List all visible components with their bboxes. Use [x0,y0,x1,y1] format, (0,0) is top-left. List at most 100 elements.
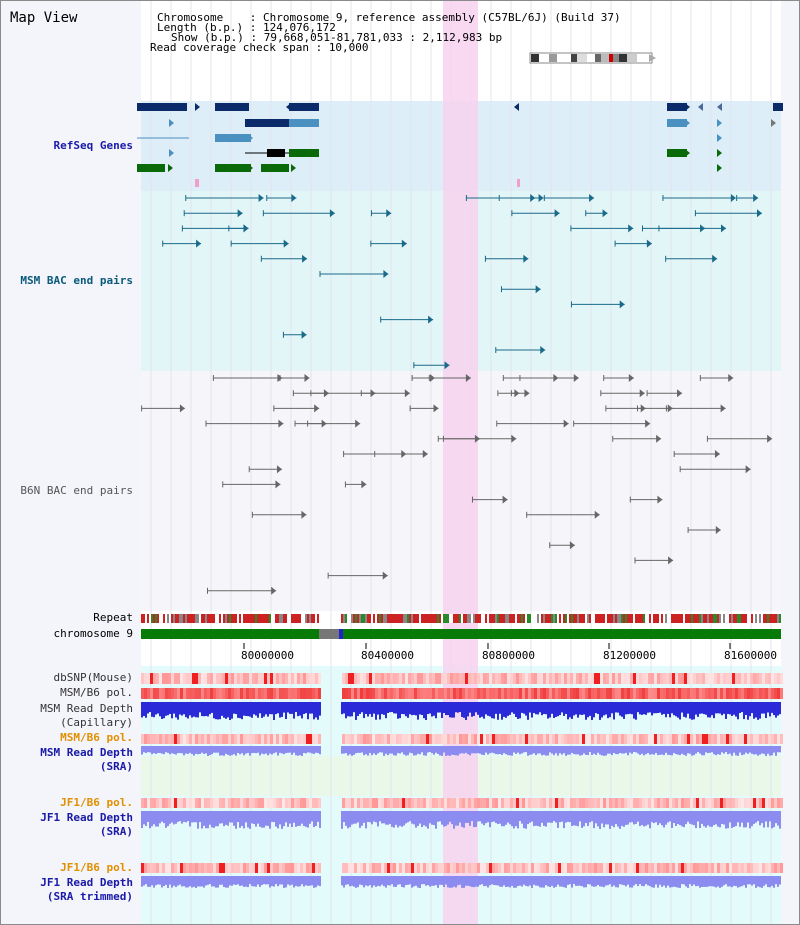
heat-cell [615,688,618,699]
depth-bar [299,746,301,756]
heat-cell [702,863,705,873]
depth-bar [555,746,557,754]
strand-arrow [685,103,690,111]
depth-bar [249,702,251,717]
depth-bar [523,876,525,885]
depth-bar [197,876,199,887]
depth-bar [231,746,233,756]
track-label-msm-depth-capillary[interactable]: MSM Read Depth (Capillary) [40,702,133,729]
repeat-segment [241,614,243,623]
track-label-b6n-bac[interactable]: B6N BAC end pairs [20,484,133,497]
depth-bar [423,702,425,719]
depth-bar [153,811,155,825]
chromosome-gap [319,629,339,639]
heat-cell [459,688,462,699]
depth-bar [501,811,503,827]
track-label-chromosome[interactable]: chromosome 9 [53,627,133,640]
depth-bar [513,702,515,714]
depth-bar [367,746,369,756]
heat-cell [435,688,438,699]
track-label-msm-b6-pol-1[interactable]: MSM/B6 pol. [60,686,133,699]
depth-bar [249,746,251,756]
track-label-msm-bac[interactable]: MSM BAC end pairs [20,274,133,287]
heat-cell [633,673,636,684]
depth-bar [299,811,301,826]
track-label-refseq[interactable]: RefSeq Genes [53,139,133,152]
heat-cell [732,863,735,873]
repeat-segment [175,614,177,623]
depth-bar [161,811,163,822]
heat-cell [405,688,408,699]
repeat-segment [497,614,499,623]
heat-cell [177,734,180,744]
heat-cell [654,863,657,873]
depth-bar [195,876,197,888]
heat-cell [717,863,720,873]
depth-bar [273,746,275,754]
depth-bar [767,876,769,888]
track-label-msm-b6-pol-2[interactable]: MSM/B6 pol. [60,731,133,744]
depth-bar [223,876,225,888]
heat-cell [306,863,309,873]
depth-bar [479,811,481,822]
depth-bar [277,811,279,829]
depth-bar [645,811,647,826]
heat-cell [279,798,282,808]
depth-bar [639,702,641,715]
heat-cell [753,734,756,744]
depth-bar [443,702,445,714]
heat-cell [552,673,555,684]
depth-bar [683,876,685,885]
repeat-segment [563,614,565,623]
depth-bar [527,876,529,887]
heat-cell [642,734,645,744]
depth-bar [719,702,721,714]
heat-cell [756,673,759,684]
heat-cell [477,863,480,873]
depth-bar [653,811,655,824]
bac-end [715,526,721,534]
track-label-repeat[interactable]: Repeat [93,611,133,624]
depth-bar [279,746,281,753]
track-label-jf1-depth-sra[interactable]: JF1 Read Depth (SRA) [40,811,133,838]
repeat-segment [697,614,699,623]
depth-bar [189,746,191,753]
depth-bar [589,811,591,823]
depth-bar [359,811,361,828]
heat-cell [420,673,423,684]
depth-bar [637,746,639,754]
repeat-segment [561,614,563,623]
heat-cell [594,863,597,873]
heat-cell [294,734,297,744]
track-label-jf1-b6-pol-2[interactable]: JF1/B6 pol. [60,861,133,874]
repeat-segment [281,614,283,623]
heat-cell [606,673,609,684]
depth-bar [683,746,685,755]
heat-cell [306,673,309,684]
depth-bar [173,876,175,886]
depth-bar [163,811,165,824]
track-label-jf1-depth-trimmed[interactable]: JF1 Read Depth (SRA trimmed) [40,876,133,903]
show-range-value: 79,668,051-81,781,033 : 2,112,983 bp [263,31,503,44]
heat-cell [561,673,564,684]
track-label-jf1-b6-pol-1[interactable]: JF1/B6 pol. [60,796,133,809]
depth-bar [779,746,781,753]
ruler-tick-label: 80800000 [482,649,535,662]
heat-cell [630,688,633,699]
bac-end [428,315,434,324]
ideogram-band [531,54,539,62]
depth-bar [469,702,471,713]
track-label-dbsnp[interactable]: dbSNP(Mouse) [53,671,133,684]
heat-cell [360,863,363,873]
heat-cell [570,673,573,684]
track-label-msm-depth-sra[interactable]: MSM Read Depth (SRA) [40,746,133,773]
heat-cell [672,798,675,808]
depth-bar [263,746,265,755]
bac-end [524,389,530,398]
heat-cell [747,673,750,684]
repeat-segment [293,614,295,623]
heat-cell [771,798,774,808]
heat-cell [576,734,579,744]
heat-cell [210,688,213,699]
